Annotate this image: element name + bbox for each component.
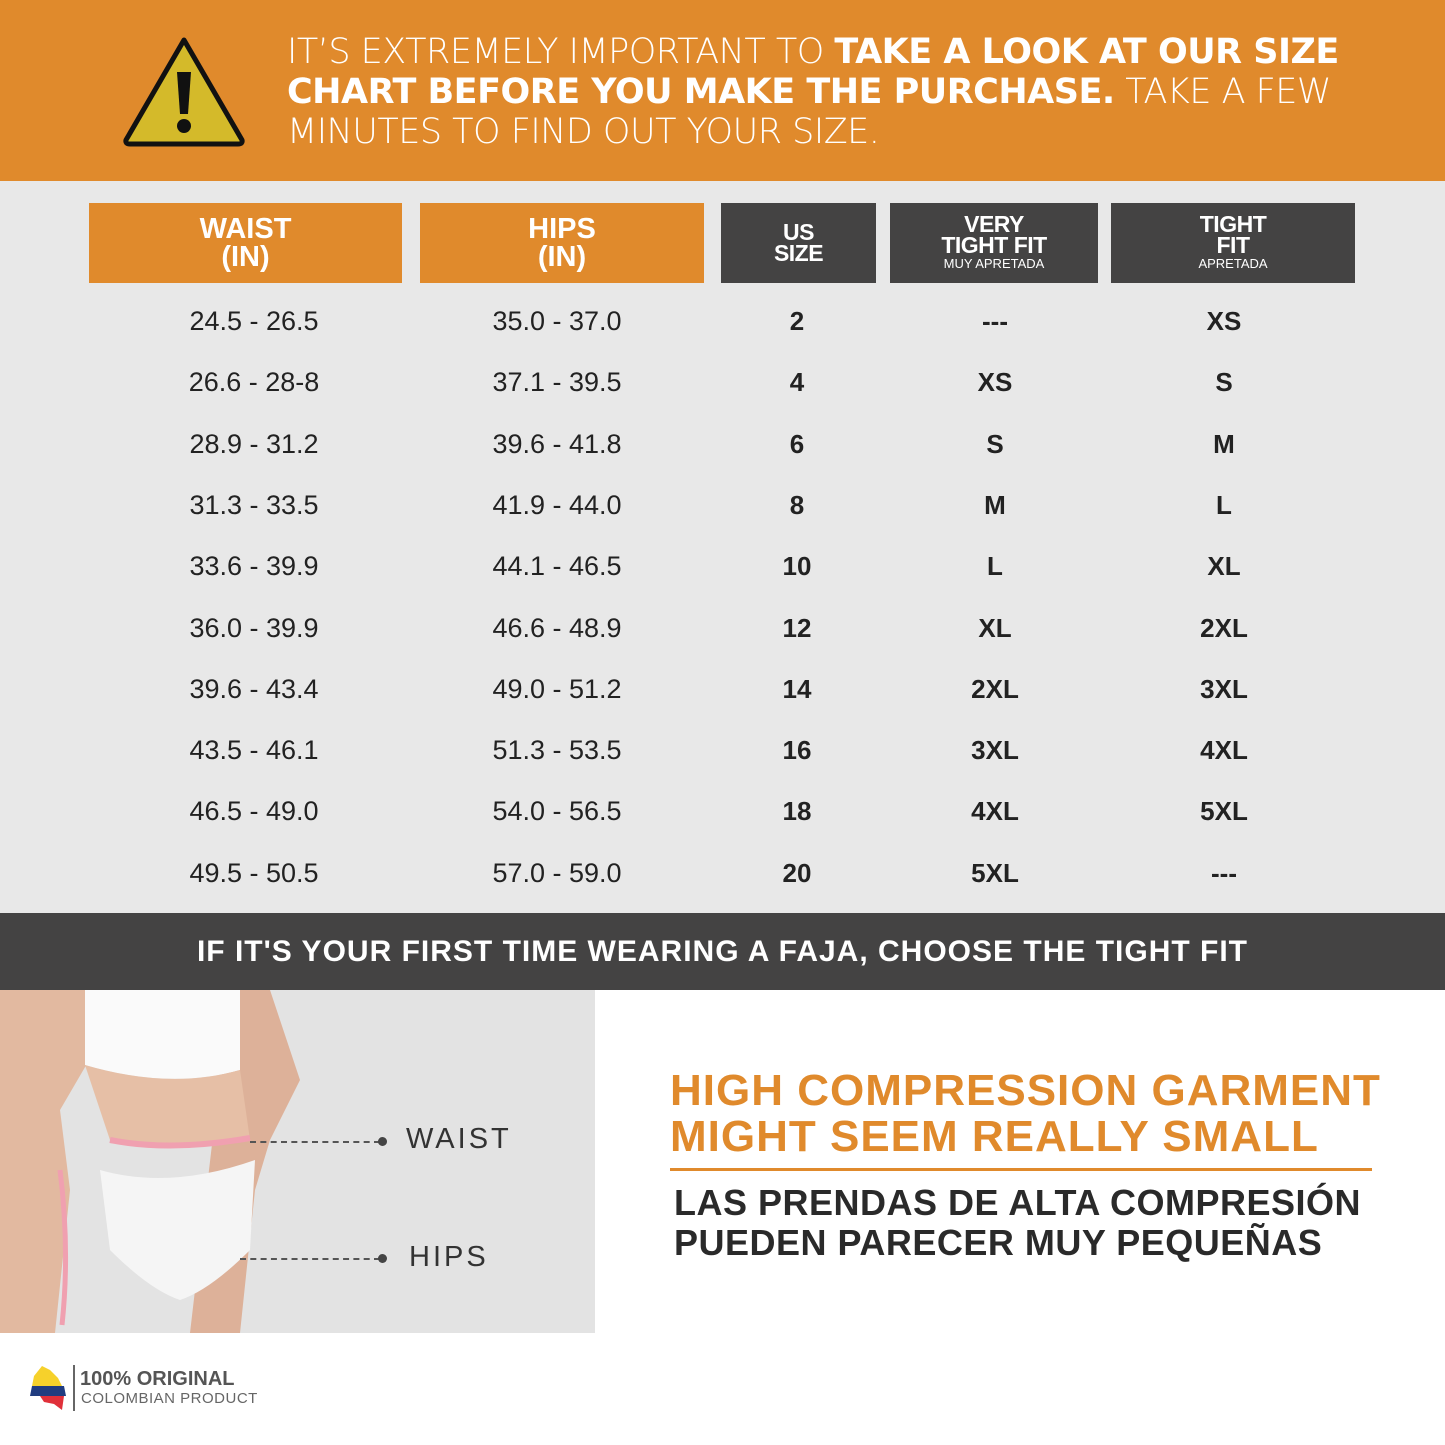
hips-pointer-dot (378, 1254, 387, 1263)
warning-triangle-icon (123, 37, 245, 147)
cell-very-tight-fit: XL (978, 612, 1012, 643)
header-hips: HIPS (IN) (420, 203, 704, 283)
cell-hips: 51.3 - 53.5 (492, 735, 622, 766)
cell-waist: 24.5 - 26.5 (189, 306, 319, 336)
tight-fit-advice: IF IT'S YOUR FIRST TIME WEARING A FAJA, … (0, 913, 1445, 990)
cell-hips: 39.6 - 41.8 (492, 428, 622, 459)
cell-us-size: 8 (789, 489, 805, 520)
cell-very-tight-fit: M (984, 489, 1006, 520)
cell-us-size: 20 (782, 857, 812, 888)
cell-tight-fit: 4XL (1200, 735, 1248, 766)
header-very-tight-fit: VERY TIGHT FIT MUY APRETADA (890, 203, 1098, 283)
divider (670, 1168, 1372, 1171)
header-line1: TIGHT (1199, 211, 1267, 237)
cell-very-tight-fit: 4XL (971, 796, 1019, 827)
cell-us-size: 4 (789, 367, 805, 398)
cell-very-tight-fit: --- (982, 306, 1008, 336)
waist-pointer-line (250, 1141, 380, 1143)
header-line1: HIPS (528, 213, 596, 245)
cell-tight-fit: XS (1206, 306, 1242, 336)
cell-very-tight-fit: 2XL (971, 673, 1019, 704)
measurement-photo: WAIST HIPS (0, 990, 595, 1333)
cell-hips: 37.1 - 39.5 (492, 367, 622, 398)
top-banner: IT’S EXTREMELY IMPORTANT TO TAKE A LOOK … (0, 0, 1445, 181)
colombia-flag-map-icon (30, 1366, 66, 1410)
cell-waist: 43.5 - 46.1 (189, 735, 319, 766)
cell-hips: 35.0 - 37.0 (492, 306, 622, 336)
cell-hips: 44.1 - 46.5 (492, 551, 622, 582)
cell-us-size: 14 (782, 673, 812, 704)
header-line2: TIGHT FIT (941, 232, 1047, 258)
cell-waist: 36.0 - 39.9 (189, 612, 319, 643)
hips-label: HIPS (409, 1241, 489, 1273)
cell-hips: 49.0 - 51.2 (492, 673, 622, 704)
logo-title: 100% ORIGINAL (80, 1368, 235, 1390)
header-line2: (IN) (537, 241, 587, 273)
logo-subtitle: COLOMBIAN PRODUCT (81, 1390, 258, 1407)
header-line1: WAIST (199, 213, 292, 245)
compression-warning-spanish: LAS PRENDAS DE ALTA COMPRESIÓN PUEDEN PAR… (674, 1182, 1362, 1263)
model-photo (0, 990, 300, 1333)
cell-very-tight-fit: 3XL (971, 735, 1019, 766)
header-line2: (IN) (221, 241, 270, 273)
size-chart (0, 181, 1445, 913)
cell-tight-fit: L (1216, 489, 1232, 520)
header-tight-fit: TIGHT FIT APRETADA (1111, 203, 1355, 283)
cell-waist: 33.6 - 39.9 (189, 551, 319, 582)
cell-very-tight-fit: S (986, 428, 1004, 459)
cell-tight-fit: M (1213, 428, 1235, 459)
cell-us-size: 2 (789, 306, 805, 336)
cell-waist: 46.5 - 49.0 (189, 796, 319, 827)
compression-warning-english: HIGH COMPRESSION GARMENT MIGHT SEEM REALL… (670, 1066, 1381, 1161)
cell-us-size: 12 (782, 612, 812, 643)
header-waist: WAIST (IN) (89, 203, 402, 283)
header-line2: FIT (1216, 232, 1251, 258)
cell-tight-fit: 5XL (1200, 796, 1248, 827)
cell-waist: 31.3 - 33.5 (189, 489, 319, 520)
cell-waist: 39.6 - 43.4 (189, 673, 319, 704)
banner-message: IT’S EXTREMELY IMPORTANT TO TAKE A LOOK … (287, 32, 1339, 152)
cell-very-tight-fit: L (987, 551, 1003, 582)
cell-us-size: 18 (782, 796, 812, 827)
cell-very-tight-fit: XS (977, 367, 1013, 398)
cell-tight-fit: S (1215, 367, 1233, 398)
cell-tight-fit: --- (1211, 857, 1237, 888)
header-subtitle: APRETADA (1198, 256, 1268, 271)
header-subtitle: MUY APRETADA (943, 256, 1045, 271)
header-line1: VERY (964, 211, 1024, 237)
header-line1: US (783, 219, 814, 245)
cell-hips: 41.9 - 44.0 (492, 489, 622, 520)
cell-waist: 28.9 - 31.2 (189, 428, 319, 459)
waist-pointer-dot (378, 1137, 387, 1146)
cell-hips: 46.6 - 48.9 (492, 612, 622, 643)
header-line2: SIZE (773, 240, 824, 266)
cell-tight-fit: 2XL (1200, 612, 1248, 643)
cell-us-size: 10 (782, 551, 812, 582)
hips-pointer-line (240, 1258, 380, 1260)
waist-label: WAIST (406, 1123, 512, 1155)
cell-waist: 49.5 - 50.5 (189, 857, 319, 888)
cell-hips: 57.0 - 59.0 (492, 857, 622, 888)
cell-tight-fit: XL (1207, 551, 1241, 582)
logo-divider (73, 1365, 75, 1411)
cell-us-size: 6 (789, 428, 805, 459)
cell-very-tight-fit: 5XL (971, 857, 1019, 888)
cell-waist: 26.6 - 28-8 (188, 367, 320, 398)
header-us-size: US SIZE (721, 203, 876, 283)
cell-hips: 54.0 - 56.5 (492, 796, 622, 827)
cell-us-size: 16 (782, 735, 812, 766)
cell-tight-fit: 3XL (1200, 673, 1248, 704)
